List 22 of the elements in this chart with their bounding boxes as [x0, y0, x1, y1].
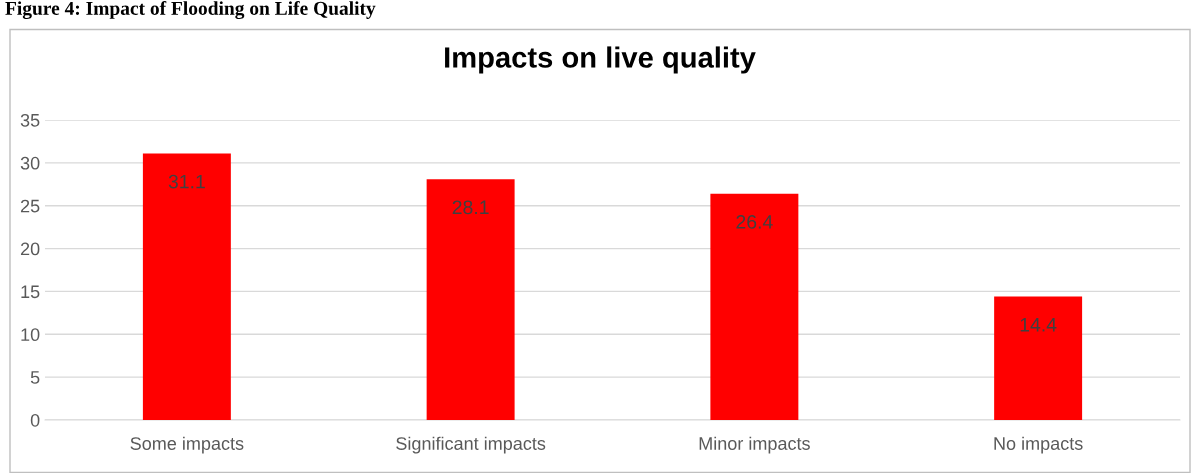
- bar: [710, 193, 799, 420]
- x-tick-label: No impacts: [994, 436, 1083, 454]
- y-tick-label: 35: [20, 113, 40, 127]
- y-tick-label: 30: [20, 156, 40, 170]
- y-tick-label: 20: [20, 242, 40, 256]
- bar: [994, 296, 1083, 420]
- chart-title: Impacts on live quality: [445, 46, 756, 74]
- y-tick-label: 0: [30, 413, 40, 427]
- caption: Figure 4: Impact of Flooding on Life Quality: [5, 1, 376, 19]
- data-label: 26.4: [736, 214, 773, 229]
- data-label: 14.4: [1020, 318, 1057, 332]
- x-tick-label: Some impacts: [130, 436, 244, 454]
- data-label: 31.1: [168, 174, 205, 189]
- bar: [142, 153, 231, 420]
- y-tick-label: 25: [20, 199, 40, 213]
- y-tick-label: 5: [30, 371, 40, 384]
- x-tick-label: Minor impacts: [699, 436, 810, 454]
- data-label: 28.1: [452, 200, 489, 215]
- y-tick-label: 10: [21, 328, 40, 342]
- x-tick-label: Significant impacts: [396, 436, 546, 454]
- bar: [426, 179, 515, 420]
- y-tick-label: 15: [21, 285, 40, 299]
